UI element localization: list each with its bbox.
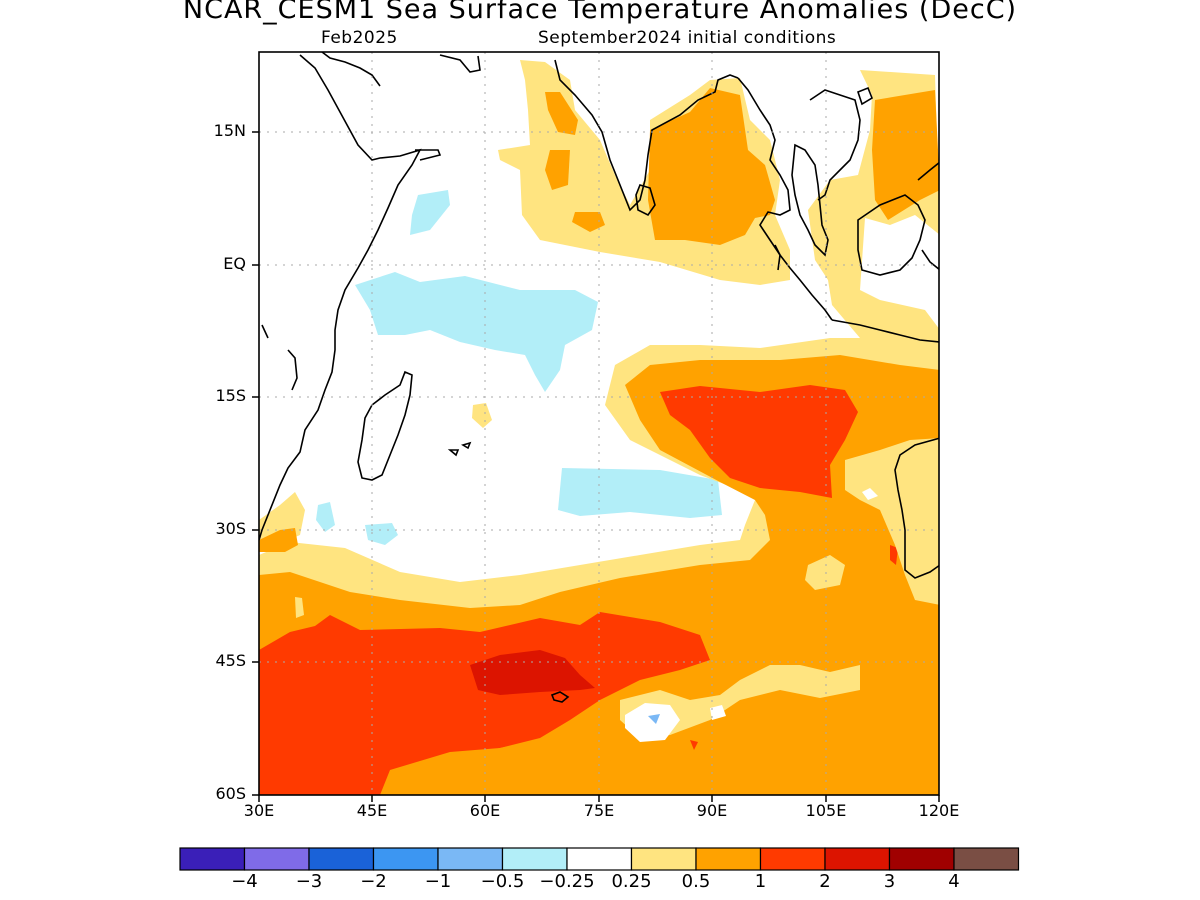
colorbar-label: 3 <box>883 871 896 892</box>
axis-ticks <box>252 131 940 802</box>
coastlines <box>259 52 939 703</box>
colorbar-swatch <box>759 847 826 871</box>
lat-label-15n: 15N <box>213 121 246 140</box>
sumatra-java <box>831 319 939 343</box>
bay-coast-east <box>737 77 833 321</box>
anomaly-yellow-australia <box>845 438 939 605</box>
anomaly-yellow-south-patch <box>620 665 860 738</box>
anomaly-red-central <box>660 385 858 498</box>
anomaly-orange-arabian3 <box>572 212 605 232</box>
anomaly-orange-bay <box>648 88 775 245</box>
colorbar-swatch <box>501 847 568 871</box>
colorbar-swatch <box>179 847 246 871</box>
lon-label-30e: 30E <box>243 801 275 820</box>
colorbar-label: −2 <box>360 871 387 892</box>
lon-label-75e: 75E <box>583 801 615 820</box>
lon-label-45e: 45E <box>356 801 388 820</box>
colorbar-swatch <box>888 847 955 871</box>
borneo <box>857 194 926 276</box>
initial-conditions: September2024 initial conditions <box>538 28 837 48</box>
anomaly-orange-south-patch <box>380 725 760 795</box>
lat-label-45s: 45S <box>215 651 246 670</box>
australia-coast <box>894 437 939 579</box>
anomaly-blue-dot <box>648 714 660 724</box>
colorbar-swatch <box>566 847 633 871</box>
anomaly-orange-sw <box>259 528 298 552</box>
anomaly-yellow-blob <box>805 555 845 590</box>
anomaly-yellow-dot <box>472 403 492 428</box>
colorbar-swatch <box>243 847 310 871</box>
lon-label-60e: 60E <box>469 801 501 820</box>
somali-horn <box>415 149 442 161</box>
map-title: NCAR_CESM1 Sea Surface Temperature Anoma… <box>182 0 1018 25</box>
anomaly-neg-blob2 <box>365 523 398 545</box>
colorbar-swatch <box>372 847 439 871</box>
andaman <box>774 244 781 271</box>
indochina <box>809 89 861 201</box>
madagascar <box>357 370 413 481</box>
gridlines <box>259 52 939 795</box>
anomaly-orange-arabian2 <box>545 150 570 190</box>
anomaly-neg-south <box>558 468 722 518</box>
lon-label-120e: 120E <box>918 801 960 820</box>
colorbar <box>179 847 1020 871</box>
hainan <box>857 86 873 106</box>
anomaly-field <box>259 52 939 795</box>
anomaly-white-australia <box>862 488 878 500</box>
colorbar-swatch <box>953 847 1020 871</box>
anomaly-neg-blob1 <box>316 502 335 532</box>
anomaly-orange-east <box>872 90 939 220</box>
lat-label-eq: EQ <box>223 254 246 273</box>
arabian-sea-coast <box>439 54 481 73</box>
lat-label-15s: 15S <box>215 386 246 405</box>
colorbar-swatch <box>630 847 697 871</box>
colorbar-label: −3 <box>295 871 323 892</box>
colorbar-label: 1 <box>754 871 767 892</box>
anomaly-orange-arabian1 <box>545 92 578 135</box>
lon-label-90e: 90E <box>696 801 728 820</box>
africa-coast <box>259 54 422 541</box>
colorbar-swatch <box>437 847 504 871</box>
sulawesi <box>917 161 939 271</box>
east-african-lakes <box>261 324 298 391</box>
colorbar-label: −1 <box>424 871 452 892</box>
anomaly-white-dot <box>710 705 726 720</box>
mauritius <box>447 441 472 457</box>
colorbar-label: −4 <box>231 871 258 892</box>
lat-label-60s: 60S <box>215 784 246 803</box>
colorbar-label: 2 <box>819 871 831 892</box>
anomaly-darkred <box>470 650 595 695</box>
colorbar-label: 0.25 <box>611 871 652 892</box>
malay-peninsula <box>791 143 829 257</box>
arabia-coast <box>321 52 381 87</box>
anomaly-white-south-patch <box>625 703 680 742</box>
colorbar-swatch <box>824 847 891 871</box>
colorbar-swatch <box>695 847 762 871</box>
forecast-month: Feb2025 <box>321 28 398 48</box>
sri-lanka <box>635 184 656 217</box>
anomaly-neg-arabian <box>410 190 450 235</box>
anomaly-neg-central <box>355 272 598 392</box>
colorbar-swatch <box>308 847 375 871</box>
colorbar-label: 0.5 <box>681 871 711 892</box>
anomaly-yellow-blob2 <box>295 597 304 618</box>
colorbar-label: −0.5 <box>480 871 525 892</box>
lat-label-30s: 30S <box>215 519 246 538</box>
colorbar-label: 4 <box>948 871 960 892</box>
india-coast <box>554 59 739 212</box>
anomaly-red-dot2 <box>690 740 698 750</box>
colorbar-label: −0.25 <box>539 871 595 892</box>
kerguelen <box>550 691 570 703</box>
lon-label-105e: 105E <box>805 801 847 820</box>
anomaly-red-dot <box>890 545 898 565</box>
